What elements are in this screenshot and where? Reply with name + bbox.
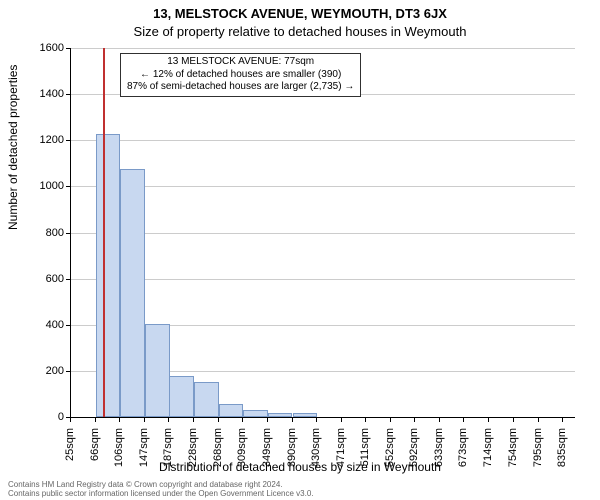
footer-attribution: Contains HM Land Registry data © Crown c… [8, 480, 314, 498]
histogram-bar [96, 134, 121, 417]
xtick-label: 66sqm [89, 428, 101, 468]
ytick-mark [66, 325, 70, 326]
gridline [71, 48, 575, 49]
histogram-bar [120, 169, 145, 417]
histogram-bar [145, 324, 170, 417]
histogram-bar [243, 410, 268, 417]
xtick-label: 754sqm [507, 428, 519, 468]
footer-line2: Contains public sector information licen… [8, 489, 314, 498]
ytick-label: 200 [24, 365, 64, 377]
histogram-bar [169, 376, 194, 418]
xtick-label: 106sqm [113, 428, 125, 468]
gridline [71, 186, 575, 187]
xtick-label: 187sqm [162, 428, 174, 468]
xtick-label: 430sqm [310, 428, 322, 468]
ytick-mark [66, 233, 70, 234]
xtick-label: 633sqm [433, 428, 445, 468]
xtick-mark [463, 418, 464, 422]
xtick-mark [267, 418, 268, 422]
xtick-label: 795sqm [532, 428, 544, 468]
xtick-mark [439, 418, 440, 422]
ytick-label: 1400 [24, 88, 64, 100]
ytick-mark [66, 140, 70, 141]
xtick-mark [218, 418, 219, 422]
ytick-label: 800 [24, 227, 64, 239]
xtick-mark [193, 418, 194, 422]
xtick-label: 147sqm [138, 428, 150, 468]
ytick-label: 1600 [24, 42, 64, 54]
xtick-mark [365, 418, 366, 422]
ytick-label: 1000 [24, 180, 64, 192]
gridline [71, 279, 575, 280]
chart-title-address: 13, MELSTOCK AVENUE, WEYMOUTH, DT3 6JX [0, 6, 600, 21]
ytick-mark [66, 371, 70, 372]
xtick-mark [414, 418, 415, 422]
xtick-label: 390sqm [286, 428, 298, 468]
xtick-mark [488, 418, 489, 422]
xtick-mark [95, 418, 96, 422]
xtick-label: 25sqm [64, 428, 76, 468]
ytick-label: 0 [24, 411, 64, 423]
histogram-bar [194, 382, 219, 417]
xtick-label: 592sqm [408, 428, 420, 468]
chart-container: 13, MELSTOCK AVENUE, WEYMOUTH, DT3 6JX S… [0, 0, 600, 500]
xtick-mark [390, 418, 391, 422]
xtick-label: 471sqm [335, 428, 347, 468]
xtick-label: 228sqm [187, 428, 199, 468]
histogram-bar [268, 413, 293, 417]
histogram-bar [293, 413, 318, 417]
ytick-mark [66, 48, 70, 49]
xtick-label: 673sqm [457, 428, 469, 468]
ytick-mark [66, 279, 70, 280]
xtick-mark [242, 418, 243, 422]
xtick-mark [70, 418, 71, 422]
xtick-label: 349sqm [261, 428, 273, 468]
reference-line [103, 48, 105, 417]
gridline [71, 140, 575, 141]
xtick-mark [292, 418, 293, 422]
annotation-line1: 13 MELSTOCK AVENUE: 77sqm [127, 56, 354, 69]
footer-line1: Contains HM Land Registry data © Crown c… [8, 480, 283, 489]
ytick-label: 600 [24, 273, 64, 285]
annotation-line3: 87% of semi-detached houses are larger (… [127, 81, 354, 94]
xtick-mark [119, 418, 120, 422]
annotation-line2: ← 12% of detached houses are smaller (39… [127, 69, 354, 82]
xtick-label: 309sqm [236, 428, 248, 468]
xtick-label: 552sqm [384, 428, 396, 468]
xtick-mark [144, 418, 145, 422]
xtick-mark [538, 418, 539, 422]
xtick-mark [316, 418, 317, 422]
xtick-label: 714sqm [482, 428, 494, 468]
xtick-label: 268sqm [212, 428, 224, 468]
gridline [71, 233, 575, 234]
chart-subtitle: Size of property relative to detached ho… [0, 24, 600, 39]
histogram-bar [219, 404, 244, 417]
y-axis-label: Number of detached properties [6, 65, 20, 230]
ytick-label: 400 [24, 319, 64, 331]
xtick-mark [562, 418, 563, 422]
xtick-label: 511sqm [359, 428, 371, 468]
plot-area [70, 48, 575, 418]
annotation-box: 13 MELSTOCK AVENUE: 77sqm ← 12% of detac… [120, 53, 361, 97]
ytick-mark [66, 186, 70, 187]
xtick-mark [341, 418, 342, 422]
ytick-mark [66, 94, 70, 95]
xtick-mark [168, 418, 169, 422]
ytick-label: 1200 [24, 134, 64, 146]
xtick-mark [513, 418, 514, 422]
xtick-label: 835sqm [556, 428, 568, 468]
